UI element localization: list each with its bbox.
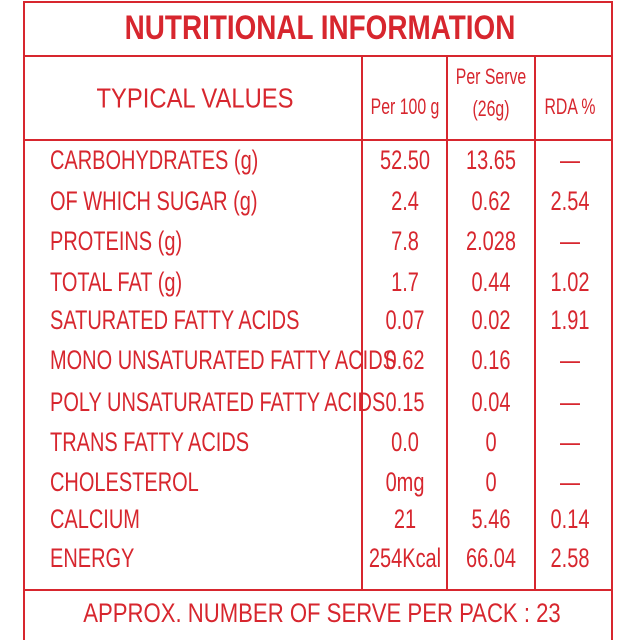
nutrient-value: 0.44 bbox=[472, 267, 511, 298]
nutrient-value: 254Kcal bbox=[369, 543, 441, 574]
header-rda: RDA % bbox=[544, 95, 595, 119]
nutrient-value: 0.02 bbox=[472, 305, 511, 336]
nutrient-name: TRANS FATTY ACIDS bbox=[50, 427, 249, 458]
title: NUTRITIONAL INFORMATION bbox=[125, 8, 516, 46]
nutrient-value: 0.15 bbox=[386, 387, 425, 418]
nutrient-name: PROTEINS (g) bbox=[50, 226, 182, 257]
nutrient-name: TOTAL FAT (g) bbox=[50, 267, 182, 298]
nutrient-value: — bbox=[560, 226, 580, 257]
footer: APPROX. NUMBER OF SERVE PER PACK : 23 bbox=[83, 599, 560, 629]
nutrient-value: 21 bbox=[394, 504, 416, 535]
nutrient-name: POLY UNSATURATED FATTY ACIDS bbox=[50, 387, 385, 418]
nutrient-value: 0.0 bbox=[391, 427, 419, 458]
nutrient-value: — bbox=[560, 427, 580, 458]
nutrient-value: — bbox=[560, 345, 580, 376]
nutrient-name: CHOLESTEROL bbox=[50, 467, 199, 498]
nutrient-value: 2.54 bbox=[551, 186, 590, 217]
nutrient-value: 1.91 bbox=[551, 305, 590, 336]
nutrient-name: ENERGY bbox=[50, 543, 135, 574]
nutrient-value: 66.04 bbox=[466, 543, 516, 574]
nutrient-name: OF WHICH SUGAR (g) bbox=[50, 186, 258, 217]
nutrient-value: 0 bbox=[485, 427, 496, 458]
nutrient-name: SATURATED FATTY ACIDS bbox=[50, 305, 299, 336]
nutrient-value: 52.50 bbox=[380, 145, 430, 176]
nutrient-value: 0.62 bbox=[472, 186, 511, 217]
nutrient-value: 0.16 bbox=[472, 345, 511, 376]
nutrient-value: 13.65 bbox=[466, 145, 516, 176]
nutrient-name: CARBOHYDRATES (g) bbox=[50, 145, 258, 176]
nutrient-name: MONO UNSATURATED FATTY ACIDS bbox=[50, 345, 396, 376]
nutrient-value: — bbox=[560, 145, 580, 176]
nutrient-value: 0.07 bbox=[386, 305, 425, 336]
nutrient-value: 1.7 bbox=[391, 267, 419, 298]
header-typical-values: TYPICAL VALUES bbox=[97, 82, 294, 114]
nutrient-value: 0mg bbox=[386, 467, 425, 498]
nutrient-value: 2.58 bbox=[551, 543, 590, 574]
header-per-serve: (26g) bbox=[473, 97, 510, 121]
nutrient-name: CALCIUM bbox=[50, 504, 140, 535]
nutrient-value: 1.02 bbox=[551, 267, 590, 298]
nutrient-value: 0.14 bbox=[551, 504, 590, 535]
nutrient-value: — bbox=[560, 387, 580, 418]
nutrient-value: 5.46 bbox=[472, 504, 511, 535]
label-border bbox=[23, 1, 613, 640]
header-per-100g: Per 100 g bbox=[371, 95, 440, 119]
nutrient-value: 2.4 bbox=[391, 186, 419, 217]
nutrient-value: — bbox=[560, 467, 580, 498]
header-per-serve: Per Serve bbox=[456, 65, 526, 89]
nutrient-value: 2.028 bbox=[466, 226, 516, 257]
nutrient-value: 0 bbox=[485, 467, 496, 498]
nutrient-value: 0.04 bbox=[472, 387, 511, 418]
nutrient-value: 0.62 bbox=[386, 345, 425, 376]
nutrient-value: 7.8 bbox=[391, 226, 419, 257]
